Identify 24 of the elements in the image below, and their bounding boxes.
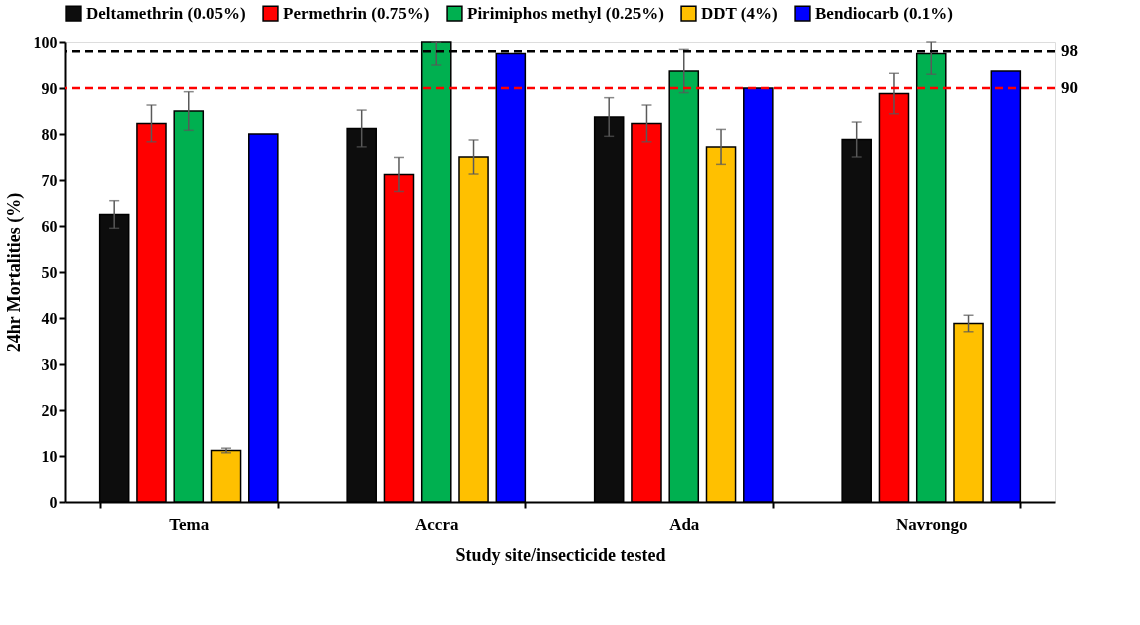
y-tick-label: 30 bbox=[41, 355, 58, 373]
y-axis-title: 24hr Mortalities (%) bbox=[3, 192, 25, 353]
y-tick-label: 50 bbox=[41, 263, 58, 281]
x-tick-label: Accra bbox=[415, 514, 459, 534]
y-tick-label: 80 bbox=[41, 125, 58, 143]
x-tick-label: Tema bbox=[169, 514, 210, 534]
y-tick-label: 10 bbox=[41, 447, 58, 465]
y-tick-label: 0 bbox=[49, 493, 58, 511]
legend-label: Permethrin (0.75%) bbox=[283, 3, 430, 23]
y-tick-label: 100 bbox=[33, 33, 58, 51]
ref-line-label: 90 bbox=[1061, 78, 1078, 97]
x-tick-label: Navrongo bbox=[896, 514, 968, 534]
legend-label: DDT (4%) bbox=[701, 3, 778, 23]
legend-label: Pirimiphos methyl (0.25%) bbox=[467, 3, 664, 23]
x-axis-title: Study site/insecticide tested bbox=[455, 544, 666, 565]
x-tick-label: Ada bbox=[669, 514, 700, 534]
legend-label: Bendiocarb (0.1%) bbox=[815, 3, 953, 23]
y-tick-label: 40 bbox=[41, 309, 58, 327]
y-tick-label: 90 bbox=[41, 79, 58, 97]
y-tick-label: 20 bbox=[41, 401, 58, 419]
legend-label: Deltamethrin (0.05%) bbox=[86, 3, 246, 23]
y-tick-label: 70 bbox=[41, 171, 58, 189]
y-tick-label: 60 bbox=[41, 217, 58, 235]
ref-line-label: 98 bbox=[1061, 41, 1078, 61]
